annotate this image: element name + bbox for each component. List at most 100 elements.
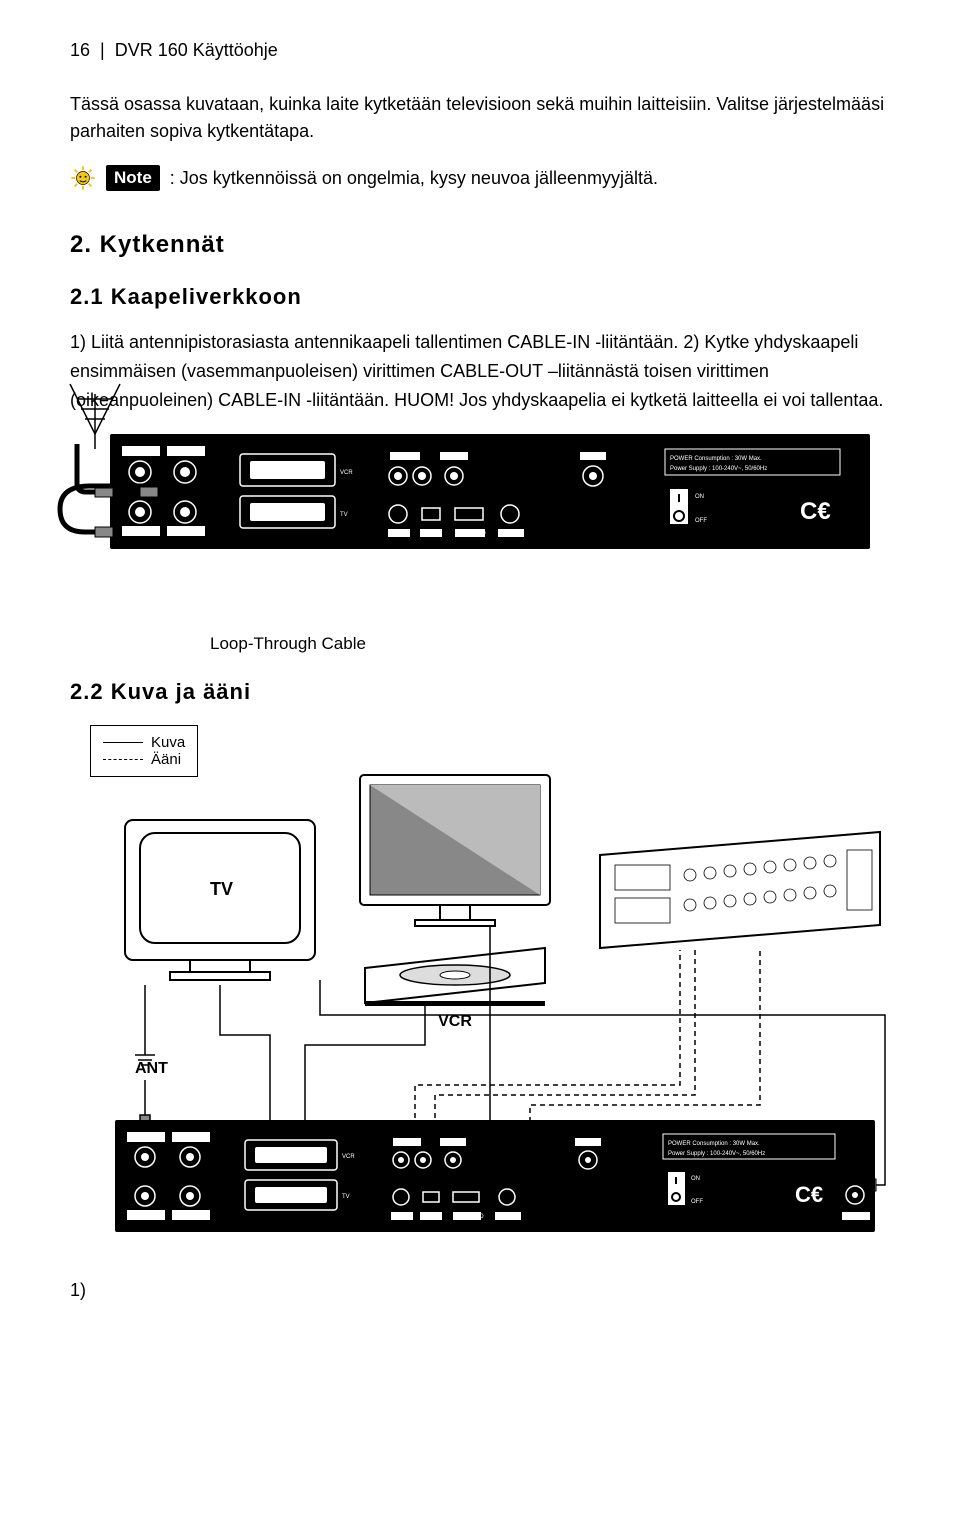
port-cable-in-2: CABLE-IN [167, 446, 205, 483]
device-rear-panel: CABLE-IN CABLE-IN CABLE-OUT [110, 434, 870, 549]
port-scart-tv: TV [240, 496, 348, 528]
svg-text:RF IN: RF IN [583, 455, 599, 461]
svg-text:CABLE-OUT: CABLE-OUT [168, 530, 203, 536]
loop-through-label: Loop-Through Cable [210, 634, 366, 654]
svg-text:CABLE-IN: CABLE-IN [125, 450, 153, 456]
section-2-title: 2. Kytkennät [70, 231, 890, 259]
note-text: : Jos kytkennöissä on ongelmia, kysy neu… [170, 168, 658, 189]
port-cable-out-1: CABLE-OUT [127, 1186, 165, 1220]
port-scart-tv: TV [245, 1180, 350, 1210]
footer-number: 1) [70, 1280, 890, 1301]
port-hdmi: HDMI/ADD [453, 1192, 484, 1220]
flat-tv-icon [355, 770, 555, 935]
ant-label: ANT [135, 1060, 168, 1078]
svg-text:CABLE-IN: CABLE-IN [130, 1136, 158, 1142]
port-cable-out-2: CABLE-OUT [172, 1186, 210, 1220]
port-scart-vcr: VCR [245, 1140, 355, 1170]
diagram-loop-through: CABLE-IN CABLE-IN CABLE-OUT [70, 434, 890, 654]
ce-mark: C€ [800, 498, 831, 525]
svg-text:HDMI/ADD: HDMI/ADD [456, 531, 486, 537]
crt-tv-icon: TV [120, 815, 320, 990]
page-header: 16 | DVR 160 Käyttöohje [70, 40, 890, 61]
power-info: POWER Consumption : 30W Max. Power Suppl… [663, 1134, 835, 1159]
port-video: VIDEO [440, 1138, 466, 1168]
legend-dashed-line [103, 759, 143, 760]
svg-text:C€: C€ [795, 1182, 823, 1207]
svg-text:AUDIO: AUDIO [396, 1141, 415, 1147]
legend-aani: Ääni [151, 751, 181, 768]
port-rf-in: RF IN [580, 452, 606, 486]
intro-text: Tässä osassa kuvataan, kuinka laite kytk… [70, 91, 890, 145]
port-svhs: SVHS [388, 505, 410, 537]
vcr-label: VCR [360, 1013, 550, 1031]
port-audio: AUDIO [389, 452, 431, 485]
port-audio: AUDIO [393, 1138, 431, 1168]
svg-text:S/PDIF: S/PDIF [497, 1214, 517, 1220]
port-cable-in-1: CABLE-IN [122, 446, 160, 483]
power-switch: ON OFF [670, 489, 707, 524]
port-usb: USB [420, 1192, 442, 1220]
power-info: POWER Consumption : 30W Max. Power Suppl… [665, 449, 840, 475]
svg-text:ON: ON [695, 494, 704, 500]
svg-text:Power Supply : 100-240V~, 50/6: Power Supply : 100-240V~, 50/60Hz [670, 466, 767, 472]
svg-text:VIDEO: VIDEO [443, 1141, 462, 1147]
port-cable-out-1: CABLE-OUT [122, 501, 160, 536]
legend-solid-line [103, 742, 143, 743]
device-rear-panel-2: CABLE-IN CABLE-IN CABLE-OUT [115, 1120, 875, 1232]
port-hdmi: HDMI/ADD [455, 508, 486, 537]
port-cable-in-1: CABLE-IN [127, 1132, 165, 1167]
subsection-2-1-title: 2.1 Kaapeliverkkoon [70, 284, 890, 310]
port-cable-in-2: CABLE-IN [172, 1132, 210, 1167]
svg-text:AUDIO: AUDIO [393, 455, 412, 461]
svg-text:OFF: OFF [691, 1199, 703, 1205]
port-rf-in: RF IN [575, 1138, 601, 1169]
svg-text:CABLE-OUT: CABLE-OUT [173, 1214, 208, 1220]
svg-text:TV: TV [210, 879, 233, 899]
port-spdif: S/PDIF [498, 505, 524, 537]
svg-text:CABLE-OUT: CABLE-OUT [128, 1214, 163, 1220]
svg-text:HDMI/ADD: HDMI/ADD [454, 1214, 484, 1220]
doc-title: DVR 160 Käyttöohje [115, 40, 278, 60]
ce-mark: C€ [795, 1182, 823, 1207]
svg-text:USB: USB [424, 531, 436, 537]
svg-text:RF IN: RF IN [578, 1141, 594, 1147]
svg-text:POWER Consumption : 30W Max.: POWER Consumption : 30W Max. [668, 1141, 760, 1147]
svg-text:POWER Consumption : 30W Max.: POWER Consumption : 30W Max. [670, 456, 762, 462]
legend-kuva: Kuva [151, 734, 185, 751]
power-switch: ON OFF [668, 1172, 703, 1205]
svg-text:CABLE-IN: CABLE-IN [175, 1136, 203, 1142]
svg-text:ON: ON [691, 1176, 700, 1182]
port-svhs: SVHS [391, 1189, 413, 1220]
page-number: 16 [70, 40, 90, 60]
amplifier-icon [595, 830, 885, 955]
vcr-icon: VCR [360, 943, 550, 1031]
subsection-2-2-title: 2.2 Kuva ja ääni [70, 679, 890, 705]
svg-text:CABLE-IN: CABLE-IN [170, 450, 198, 456]
sun-icon [70, 165, 96, 191]
port-spdif: S/PDIF [495, 1189, 521, 1220]
svg-text:USB: USB [424, 1214, 436, 1220]
svg-text:TV: TV [340, 512, 348, 518]
svg-text:C€: C€ [800, 498, 831, 525]
diagram-av-connections: Kuva Ääni TV [70, 725, 890, 1255]
svg-text:S/PDIF: S/PDIF [500, 531, 520, 537]
svg-text:VIDEO: VIDEO [443, 455, 462, 461]
svg-text:OFF: OFF [695, 518, 707, 524]
subsection-2-1-text: 1) Liitä antennipistorasiasta antennikaa… [70, 328, 890, 414]
svg-text:VCR: VCR [340, 470, 353, 476]
note-badge: Note [106, 165, 160, 191]
note-row: Note : Jos kytkennöissä on ongelmia, kys… [70, 165, 890, 191]
svg-text:VCR: VCR [342, 1154, 355, 1160]
port-scart-vcr: VCR [240, 454, 353, 486]
port-usb: USB [420, 508, 442, 537]
port-tv-out: TV OUT [842, 1186, 870, 1220]
svg-text:SVHS: SVHS [393, 1214, 409, 1220]
svg-text:CABLE-OUT: CABLE-OUT [123, 530, 158, 536]
svg-text:TV: TV [342, 1194, 350, 1200]
svg-text:Power Supply : 100-240V~, 50/6: Power Supply : 100-240V~, 50/60Hz [668, 1151, 765, 1157]
svg-text:SVHS: SVHS [390, 531, 406, 537]
legend-box: Kuva Ääni [90, 725, 198, 777]
port-video: VIDEO [440, 452, 468, 485]
svg-text:TV OUT: TV OUT [844, 1214, 866, 1220]
port-cable-out-2: CABLE-OUT [167, 501, 205, 536]
